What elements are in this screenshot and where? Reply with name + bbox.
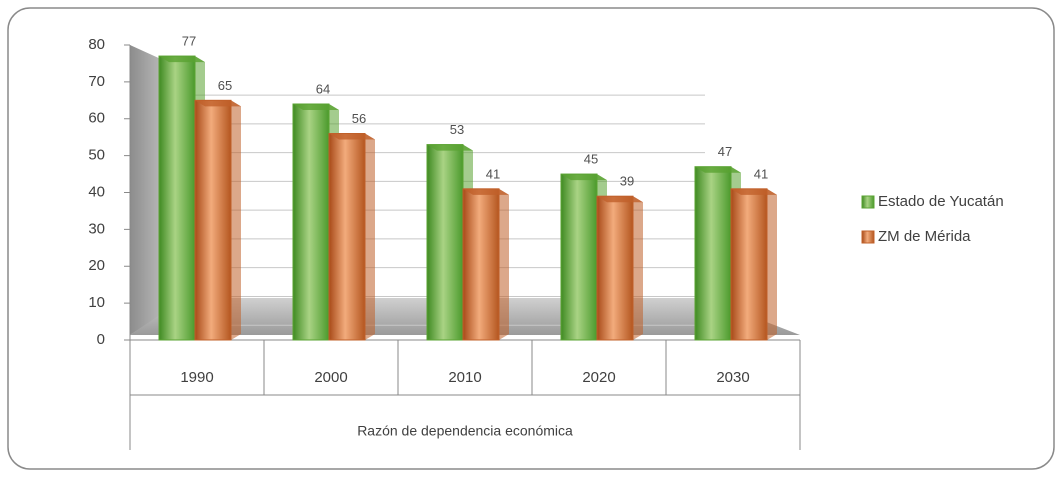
- bar: [560, 173, 598, 341]
- bar-side: [633, 196, 643, 340]
- x-tick-label: 1990: [180, 369, 213, 386]
- y-tick-label: 0: [97, 331, 105, 348]
- legend-swatch: [861, 195, 875, 209]
- bar: [462, 188, 500, 341]
- bar: [730, 188, 768, 341]
- data-label: 77: [182, 34, 196, 49]
- y-tick-label: 70: [88, 73, 105, 90]
- bar: [194, 99, 232, 341]
- bar-side: [499, 188, 509, 340]
- data-label: 56: [352, 111, 366, 126]
- bar-side: [365, 133, 375, 340]
- y-tick-label: 20: [88, 257, 105, 274]
- bar: [694, 166, 732, 341]
- bar: [328, 133, 366, 341]
- bar: [426, 144, 464, 341]
- data-label: 53: [450, 122, 464, 137]
- data-label: 65: [218, 78, 232, 93]
- bar: [158, 55, 196, 341]
- bar-top: [731, 188, 777, 195]
- y-tick-label: 50: [88, 147, 105, 164]
- data-label: 47: [718, 144, 732, 159]
- data-label: 39: [620, 174, 634, 189]
- bar-side: [231, 100, 241, 340]
- y-tick-label: 40: [88, 183, 105, 200]
- x-tick-label: 2010: [448, 369, 481, 386]
- data-label: 41: [486, 166, 500, 181]
- y-tick-label: 80: [88, 36, 105, 53]
- legend-swatch: [861, 230, 875, 244]
- bar-top: [463, 188, 509, 195]
- bar-top: [329, 133, 375, 140]
- bar-side: [767, 188, 777, 340]
- x-axis-group-label: Razón de dependencia económica: [357, 423, 573, 439]
- legend-label: ZM de Mérida: [878, 228, 971, 245]
- bar-top: [695, 166, 741, 173]
- y-tick-label: 60: [88, 110, 105, 127]
- bar-top: [427, 144, 473, 151]
- y-tick-label: 10: [88, 294, 105, 311]
- bar-top: [597, 196, 643, 203]
- data-label: 41: [754, 166, 768, 181]
- y-tick-label: 30: [88, 220, 105, 237]
- bar-top: [293, 104, 339, 110]
- x-tick-label: 2030: [716, 369, 749, 386]
- bar-top: [195, 100, 241, 107]
- data-label: 64: [316, 81, 330, 96]
- bar-top: [159, 56, 205, 63]
- legend-label: Estado de Yucatán: [878, 193, 1004, 210]
- data-label: 45: [584, 152, 598, 167]
- bar-top: [561, 174, 607, 181]
- x-tick-label: 2020: [582, 369, 615, 386]
- x-tick-label: 2000: [314, 369, 347, 386]
- bar: [292, 103, 330, 341]
- bar: [596, 195, 634, 341]
